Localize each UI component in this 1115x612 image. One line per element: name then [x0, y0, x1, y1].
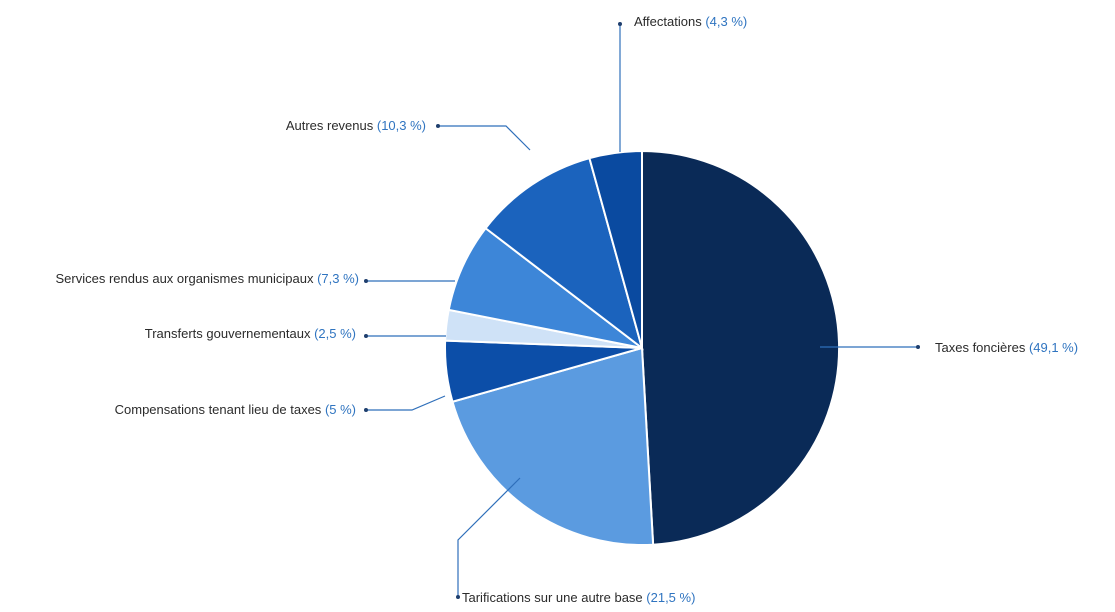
- slice-label-name: Taxes foncières: [935, 340, 1029, 355]
- slice-label-taxes-foncieres: Taxes foncières (49,1 %): [935, 340, 1078, 355]
- pie-slice-affectations: [588, 149, 643, 349]
- pie-slice-tarifications-autre-base: [451, 346, 655, 547]
- leader-dot-autres-revenus: [436, 124, 440, 128]
- slice-label-name: Compensations tenant lieu de taxes: [115, 402, 325, 417]
- slice-label-autres-revenus: Autres revenus (10,3 %): [286, 118, 426, 133]
- slice-label-percent: (49,1 %): [1029, 340, 1078, 355]
- pie-slice-taxes-foncieres: [641, 149, 841, 546]
- slice-label-name: Autres revenus: [286, 118, 377, 133]
- slice-label-percent: (5 %): [325, 402, 356, 417]
- leader-dot-affectations: [618, 22, 622, 26]
- slice-label-name: Services rendus aux organismes municipau…: [56, 271, 318, 286]
- slice-label-name: Tarifications sur une autre base: [462, 590, 646, 605]
- slice-label-affectations: Affectations (4,3 %): [634, 14, 747, 29]
- leader-line-tarifications-autre-base: [457, 477, 521, 597]
- slice-label-percent: (21,5 %): [646, 590, 695, 605]
- slice-label-compensations-tenant-lieu-taxes: Compensations tenant lieu de taxes (5 %): [115, 402, 356, 417]
- leader-line-compensations-tenant-lieu-taxes: [366, 395, 446, 411]
- leader-dot-tarifications-autre-base: [456, 595, 460, 599]
- slice-label-name: Affectations: [634, 14, 705, 29]
- leader-dot-services-rendus-organismes-municipaux: [364, 279, 368, 283]
- leader-dot-compensations-tenant-lieu-taxes: [364, 408, 368, 412]
- leader-dot-transferts-gouvernementaux: [364, 334, 368, 338]
- slice-label-services-rendus-organismes-municipaux: Services rendus aux organismes municipau…: [56, 271, 359, 286]
- slice-label-percent: (7,3 %): [317, 271, 359, 286]
- slice-label-percent: (2,5 %): [314, 326, 356, 341]
- slice-label-tarifications-autre-base: Tarifications sur une autre base (21,5 %…: [462, 590, 695, 605]
- leader-dot-taxes-foncieres: [916, 345, 920, 349]
- slice-label-percent: (10,3 %): [377, 118, 426, 133]
- leader-line-autres-revenus: [438, 125, 531, 151]
- slice-label-transferts-gouvernementaux: Transferts gouvernementaux (2,5 %): [145, 326, 356, 341]
- pie-slice-autres-revenus: [484, 156, 644, 351]
- slice-label-name: Transferts gouvernementaux: [145, 326, 314, 341]
- slice-label-percent: (4,3 %): [705, 14, 747, 29]
